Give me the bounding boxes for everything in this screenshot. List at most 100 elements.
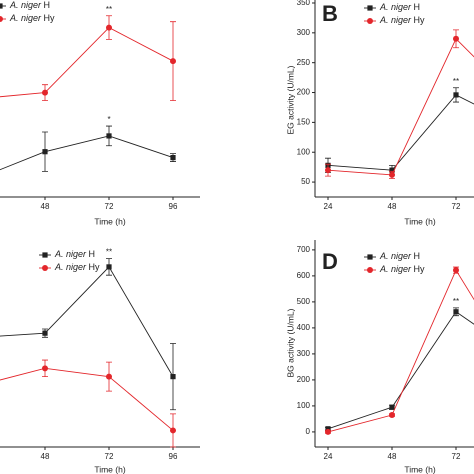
- marker: [389, 404, 395, 410]
- series-line: [0, 266, 174, 377]
- y-axis-title: BG activity (U/mL): [285, 308, 295, 377]
- x-tick-label: 72: [105, 202, 114, 211]
- legend-label: A. niger H: [379, 251, 420, 261]
- legend-label: A. niger Hy: [54, 262, 100, 272]
- x-tick-label: 48: [41, 452, 50, 461]
- legend-label: A. niger Hy: [379, 264, 425, 274]
- marker: [106, 264, 112, 270]
- legend-italic: A. niger: [9, 13, 44, 23]
- legend-label: A. niger Hy: [379, 15, 425, 25]
- marker: [170, 427, 176, 434]
- marker: [389, 171, 395, 178]
- panel-letter: B: [322, 1, 338, 26]
- y-tick-label: 150: [297, 117, 311, 126]
- legend-label: A. niger H: [9, 0, 50, 10]
- x-tick-label: 96: [169, 452, 178, 461]
- legend-italic: A. niger: [54, 262, 89, 272]
- significance-label: *: [107, 115, 110, 124]
- x-tick-label: 48: [388, 202, 397, 211]
- marker: [42, 89, 48, 96]
- marker: [42, 330, 48, 336]
- x-tick-label: 48: [41, 202, 50, 211]
- marker: [389, 412, 395, 419]
- marker: [325, 428, 331, 435]
- legend-rest: H: [89, 249, 96, 259]
- series-line: [0, 135, 174, 171]
- y-tick-label: 500: [297, 297, 311, 306]
- legend-marker: [367, 254, 373, 260]
- panel: 244872960100200300400500600700Time (h)BG…: [285, 240, 474, 474]
- y-tick-label: 0: [306, 427, 311, 436]
- y-tick-label: 400: [297, 323, 311, 332]
- marker: [389, 167, 395, 173]
- panel: 24487296Time (h)A. niger HA. niger Hy**: [0, 248, 200, 474]
- legend-label: A. niger H: [379, 2, 420, 12]
- marker: [453, 267, 459, 274]
- significance-label: **: [453, 77, 459, 86]
- legend-rest: H: [414, 2, 421, 12]
- y-tick-label: 250: [297, 58, 311, 67]
- legend-italic: A. niger: [379, 15, 414, 25]
- legend-marker: [42, 265, 48, 271]
- marker: [453, 35, 459, 42]
- series-line: [0, 27, 174, 98]
- legend-marker: [367, 267, 373, 273]
- marker: [453, 92, 459, 98]
- y-tick-label: 100: [297, 401, 311, 410]
- legend-italic: A. niger: [379, 251, 414, 261]
- legend-marker: [367, 5, 373, 11]
- marker: [453, 309, 459, 315]
- x-tick-label: 72: [105, 452, 114, 461]
- y-tick-label: 600: [297, 271, 311, 280]
- marker: [325, 426, 331, 432]
- marker: [106, 133, 112, 139]
- legend-rest: Hy: [44, 13, 55, 23]
- x-tick-label: 72: [452, 202, 461, 211]
- series-line: [327, 311, 474, 430]
- legend-rest: Hy: [89, 262, 100, 272]
- legend-rest: Hy: [414, 264, 425, 274]
- y-tick-label: 700: [297, 245, 311, 254]
- marker: [170, 374, 176, 380]
- marker: [106, 24, 112, 31]
- y-tick-label: 200: [297, 375, 311, 384]
- legend-rest: H: [414, 251, 421, 261]
- marker: [106, 373, 112, 380]
- series-line: [327, 94, 474, 171]
- marker: [42, 149, 48, 155]
- legend-marker: [42, 252, 48, 258]
- legend-rest: Hy: [414, 15, 425, 25]
- marker: [42, 365, 48, 372]
- panel: 2448729650100150200250300350Time (h)EG a…: [285, 0, 474, 226]
- significance-label: **: [106, 248, 112, 257]
- series-line: [327, 269, 474, 433]
- panel: 24487296Time (h)A. niger HA. niger Hy***: [0, 0, 200, 226]
- y-tick-label: 200: [297, 88, 311, 97]
- x-tick-label: 24: [324, 452, 333, 461]
- y-tick-label: 100: [297, 147, 311, 156]
- y-tick-label: 50: [301, 177, 310, 186]
- legend-marker: [0, 16, 3, 22]
- marker: [170, 155, 176, 161]
- x-tick-label: 24: [324, 202, 333, 211]
- legend-italic: A. niger: [9, 0, 44, 10]
- legend-rest: H: [44, 0, 51, 10]
- y-axis-title: EG activity (U/mL): [285, 65, 295, 134]
- legend-italic: A. niger: [54, 249, 89, 259]
- x-tick-label: 72: [452, 452, 461, 461]
- x-axis-title: Time (h): [94, 216, 125, 226]
- significance-label: **: [106, 5, 112, 14]
- x-axis-title: Time (h): [404, 216, 435, 226]
- significance-label: **: [453, 297, 459, 306]
- legend-label: A. niger H: [54, 249, 95, 259]
- legend-marker: [367, 18, 373, 24]
- marker: [170, 58, 176, 65]
- marker: [325, 167, 331, 174]
- legend-marker: [0, 3, 3, 9]
- series-line: [0, 367, 174, 431]
- x-axis-title: Time (h): [404, 464, 435, 474]
- y-tick-label: 300: [297, 28, 311, 37]
- x-tick-label: 96: [169, 202, 178, 211]
- y-tick-label: 350: [297, 0, 311, 7]
